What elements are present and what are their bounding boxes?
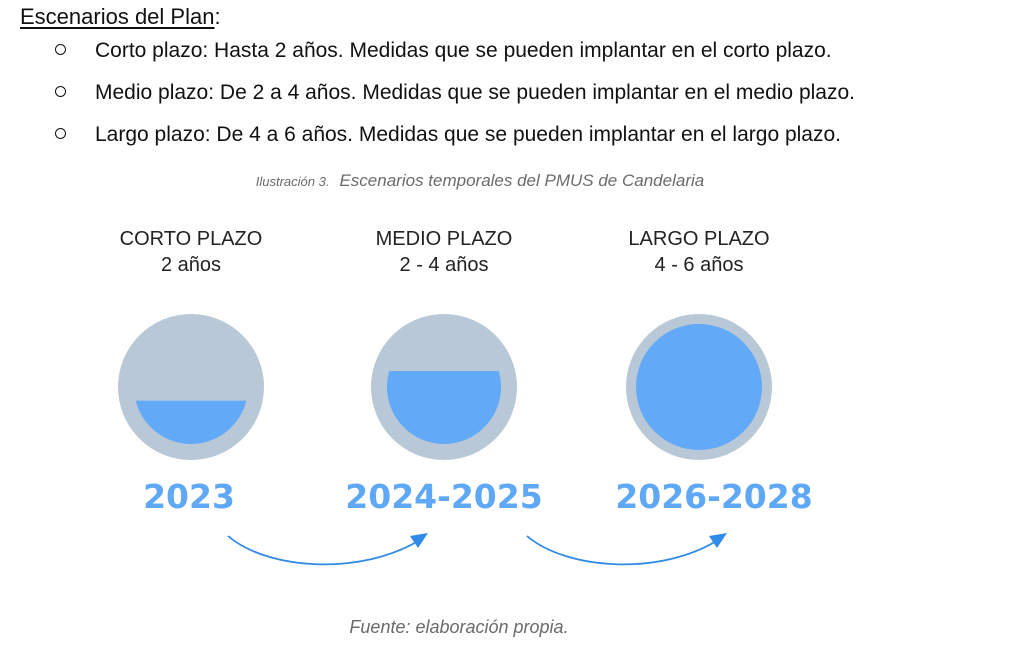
figure-caption: Ilustración 3. Escenarios temporales del … — [0, 170, 960, 193]
scenario-years: 2024-2025 — [345, 477, 542, 516]
caption-number: Ilustración 3. — [255, 174, 330, 189]
scenario-title: CORTO PLAZO — [120, 228, 263, 250]
scenario-duration: 2 - 4 años — [400, 254, 489, 276]
timeline-arrow-2 — [526, 533, 727, 566]
scenario-corto: CORTO PLAZO 2 años 2023 — [118, 228, 264, 516]
caption-text: Escenarios temporales del PMUS de Candel… — [339, 171, 705, 190]
scenario-duration: 2 años — [161, 254, 221, 276]
scenario-medio: MEDIO PLAZO 2 - 4 años 2024-2025 — [345, 228, 542, 516]
section-heading-colon: : — [214, 4, 221, 29]
scenario-years: 2026-2028 — [615, 477, 812, 516]
hollow-circle-bullet-icon — [55, 128, 66, 139]
section-heading-text: Escenarios del Plan — [20, 4, 215, 29]
section-heading: Escenarios del Plan: — [20, 3, 221, 31]
timeline-arrow-1 — [227, 533, 428, 566]
scenario-largo: LARGO PLAZO 4 - 6 años 2026-2028 — [615, 228, 812, 516]
hollow-circle-bullet-icon — [55, 86, 66, 97]
scenario-years: 2023 — [143, 477, 235, 516]
arrow-line — [227, 535, 421, 566]
bullet-text: Largo plazo: De 4 a 6 años. Medidas que … — [95, 123, 841, 146]
progress-fill — [636, 324, 762, 450]
bullet-text: Medio plazo: De 2 a 4 años. Medidas que … — [95, 81, 855, 104]
figure-source: Fuente: elaboración propia. — [349, 617, 569, 637]
arrow-head-icon — [709, 533, 727, 548]
arrow-head-icon — [410, 533, 428, 548]
scenario-duration: 4 - 6 años — [655, 254, 744, 276]
scenario-title: MEDIO PLAZO — [376, 228, 513, 250]
scenario-title: LARGO PLAZO — [628, 228, 769, 250]
bullet-text: Corto plazo: Hasta 2 años. Medidas que s… — [95, 39, 832, 62]
arrow-line — [526, 535, 719, 566]
hollow-circle-bullet-icon — [55, 44, 66, 55]
